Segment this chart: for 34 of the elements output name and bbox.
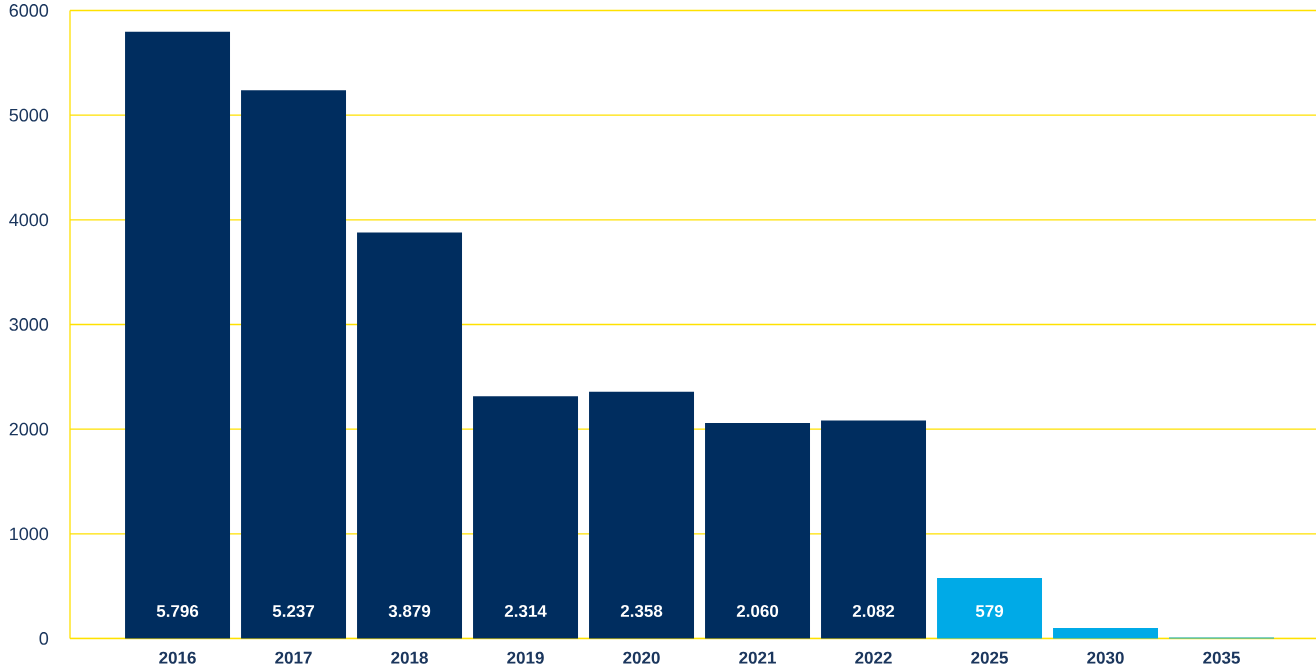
y-tick-label: 3000 (9, 318, 49, 331)
bar (589, 391, 695, 639)
bar (357, 232, 463, 639)
x-tick-label: 2030 (1087, 651, 1124, 664)
data-label: 2.060 (736, 604, 779, 618)
y-tick-label: 0 (39, 632, 49, 645)
data-label: 3.879 (388, 604, 431, 618)
bar (821, 420, 927, 639)
bar (241, 90, 347, 639)
x-tick-label: 2016 (159, 651, 196, 664)
y-tick-label: 2000 (9, 422, 49, 436)
data-label: 2.358 (620, 604, 663, 618)
y-tick-label: 5000 (9, 108, 49, 122)
x-tick-label: 2022 (855, 651, 892, 664)
bar (473, 396, 579, 639)
x-tick-label: 2019 (507, 651, 544, 664)
x-tick-label: 2018 (391, 651, 428, 664)
data-label: 2.314 (504, 604, 547, 618)
x-tick-label: 2035 (1203, 651, 1240, 664)
x-tick-label: 2020 (623, 651, 660, 664)
y-tick-label: 1000 (10, 527, 49, 541)
bar (1053, 628, 1159, 639)
data-label: 2.082 (852, 604, 895, 618)
data-label: 5.796 (156, 604, 199, 618)
y-tick-label: 6000 (9, 4, 49, 17)
y-tick-label: 4000 (9, 213, 49, 227)
x-tick-label: 2017 (275, 651, 312, 664)
data-label: 579 (975, 604, 1004, 618)
x-tick-label: 2025 (971, 651, 1008, 664)
bar (125, 31, 231, 639)
bar (705, 422, 811, 639)
data-label: 5.237 (272, 604, 315, 618)
bar (937, 577, 1043, 639)
x-tick-label: 2021 (739, 651, 776, 664)
